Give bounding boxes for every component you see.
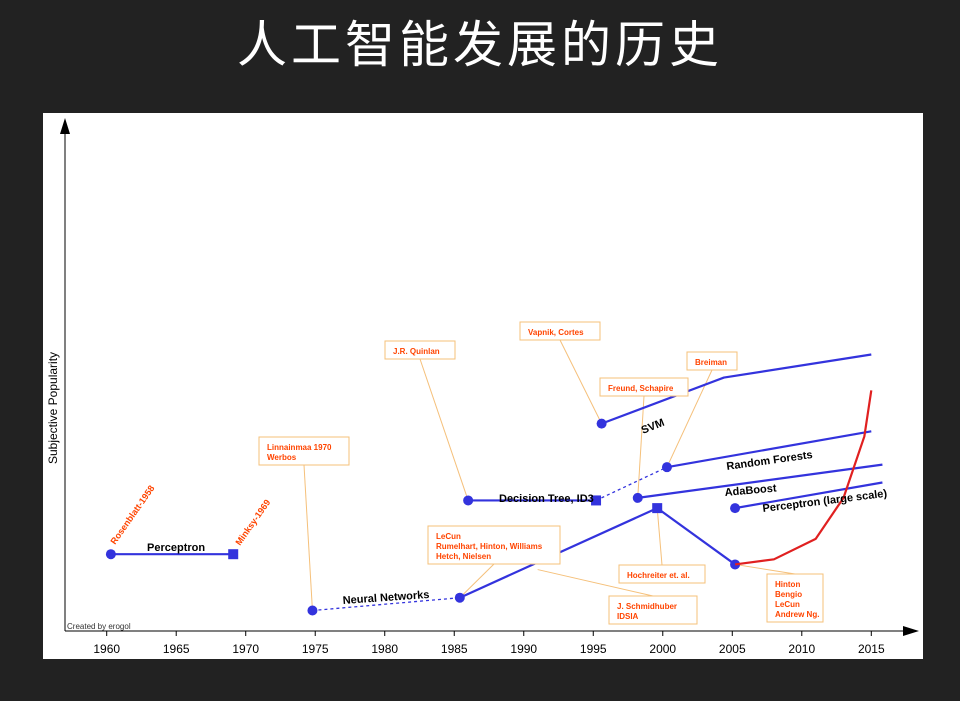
neural-networks-point-1 [454, 592, 465, 603]
annotation-leader-7 [537, 569, 654, 597]
annotation-leader-2 [559, 339, 603, 424]
x-tick-label-1995: 1995 [580, 642, 607, 656]
credit-text: Created by erogol [67, 622, 131, 631]
x-tick-label-2010: 2010 [788, 642, 815, 656]
annotation-box-2 [519, 321, 601, 341]
annotation-text-8-3: Andrew Ng. [775, 610, 819, 619]
ai-history-chart: Subjective Popularity 1960 1965 1970 1975 198… [46, 118, 919, 656]
x-tick-label-1975: 1975 [302, 642, 329, 656]
chart-panel: Subjective Popularity 1960 1965 1970 1975 198… [43, 113, 923, 659]
x-tick-label-1970: 1970 [232, 642, 259, 656]
x-tick-label-1985: 1985 [441, 642, 468, 656]
annotation-text-5-1: Rumelhart, Hinton, Williams [436, 542, 543, 551]
series-layer [105, 353, 883, 616]
x-tick-label-2000: 2000 [649, 642, 676, 656]
x-tick-label-2005: 2005 [719, 642, 746, 656]
perceptron-large-scale-line [734, 481, 883, 510]
neural-networks-point-2 [652, 503, 663, 514]
deep-learning-curve-line [734, 390, 873, 566]
annotation-leader-4 [666, 369, 713, 468]
random-forests-dashed-line [595, 466, 668, 502]
annotation-leader-6 [656, 508, 663, 566]
annotation-box-4 [686, 351, 738, 371]
decision-tree-id3-label: Decision Tree, ID3 [499, 493, 594, 505]
perceptron-large-scale-start-point [730, 503, 741, 514]
perceptron-end-point [228, 549, 239, 560]
annotation-box-7 [608, 595, 698, 625]
annotation-leaders [303, 339, 796, 611]
adaboost-line [637, 463, 883, 499]
annotation-text-5-0: LeCun [436, 532, 461, 541]
y-axis-arrow [60, 118, 70, 134]
annotation-box-8 [766, 573, 824, 623]
annotation-text-1-0: J.R. Quinlan [393, 347, 440, 356]
annotation-leader-0 [303, 464, 313, 611]
annotation-text-8-1: Bengio [775, 590, 802, 599]
random-forests-dashed-start [593, 497, 600, 504]
point-label-minksy-1969: Minksy-1969 [233, 498, 272, 548]
adaboost-label: AdaBoost [724, 482, 777, 499]
slide-title: 人工智能发展的历史 [237, 16, 723, 74]
random-forests-line [666, 430, 872, 469]
x-tick-label-2015: 2015 [858, 642, 885, 656]
annotation-leader-1 [419, 358, 469, 501]
svm-line [601, 353, 872, 425]
random-forests-start-point [661, 462, 672, 473]
axes: Subjective Popularity 1960 1965 1970 1975 198… [46, 118, 919, 656]
annotation-text-4-0: Breiman [695, 358, 727, 367]
annotation-leader-5 [459, 563, 495, 599]
annotation-text-8-2: LeCun [775, 600, 800, 609]
annotation-box-3 [599, 377, 689, 397]
annotation-text-0-0: Linnainmaa 1970 [267, 443, 332, 452]
annotation-box-1 [384, 340, 456, 360]
annotation-text-5-2: Hetch, Nielsen [436, 552, 491, 561]
perceptron-label: Perceptron [147, 542, 205, 554]
annotation-text-3-0: Freund, Schapire [608, 384, 674, 393]
adaboost-start-point [632, 492, 643, 503]
neural-networks-point-0 [307, 605, 318, 616]
random-forests-label: Random Forests [726, 449, 814, 473]
x-tick-label-1980: 1980 [371, 642, 398, 656]
annotation-text-6-0: Hochreiter et. al. [627, 571, 690, 580]
annotation-leader-8 [734, 563, 796, 575]
annotation-box-6 [618, 564, 706, 584]
annotation-text-2-0: Vapnik, Cortes [528, 328, 584, 337]
svm-label: SVM [640, 417, 667, 437]
perceptron-start-point [105, 549, 116, 560]
annotation-text-8-0: Hinton [775, 580, 800, 589]
svm-start-point [596, 418, 607, 429]
x-tick-label-1960: 1960 [93, 642, 120, 656]
x-tick-label-1990: 1990 [510, 642, 537, 656]
y-axis-label: Subjective Popularity [46, 352, 60, 464]
decision-tree-id3-start-point [463, 495, 474, 506]
annotation-box-0 [258, 436, 350, 466]
annotation-box-5 [427, 525, 561, 565]
annotation-text-0-1: Werbos [267, 453, 297, 462]
annotation-text-7-0: J. Schmidhuber [617, 602, 677, 611]
annotation-text-7-1: IDSIA [617, 612, 639, 621]
x-tick-label-1965: 1965 [163, 642, 190, 656]
neural-networks-dashed-line [312, 597, 460, 612]
point-label-rosenblatt-1958: Rosenblatt-1958 [108, 483, 156, 546]
x-axis-arrow [903, 626, 919, 636]
annotation-leader-3 [637, 395, 645, 498]
